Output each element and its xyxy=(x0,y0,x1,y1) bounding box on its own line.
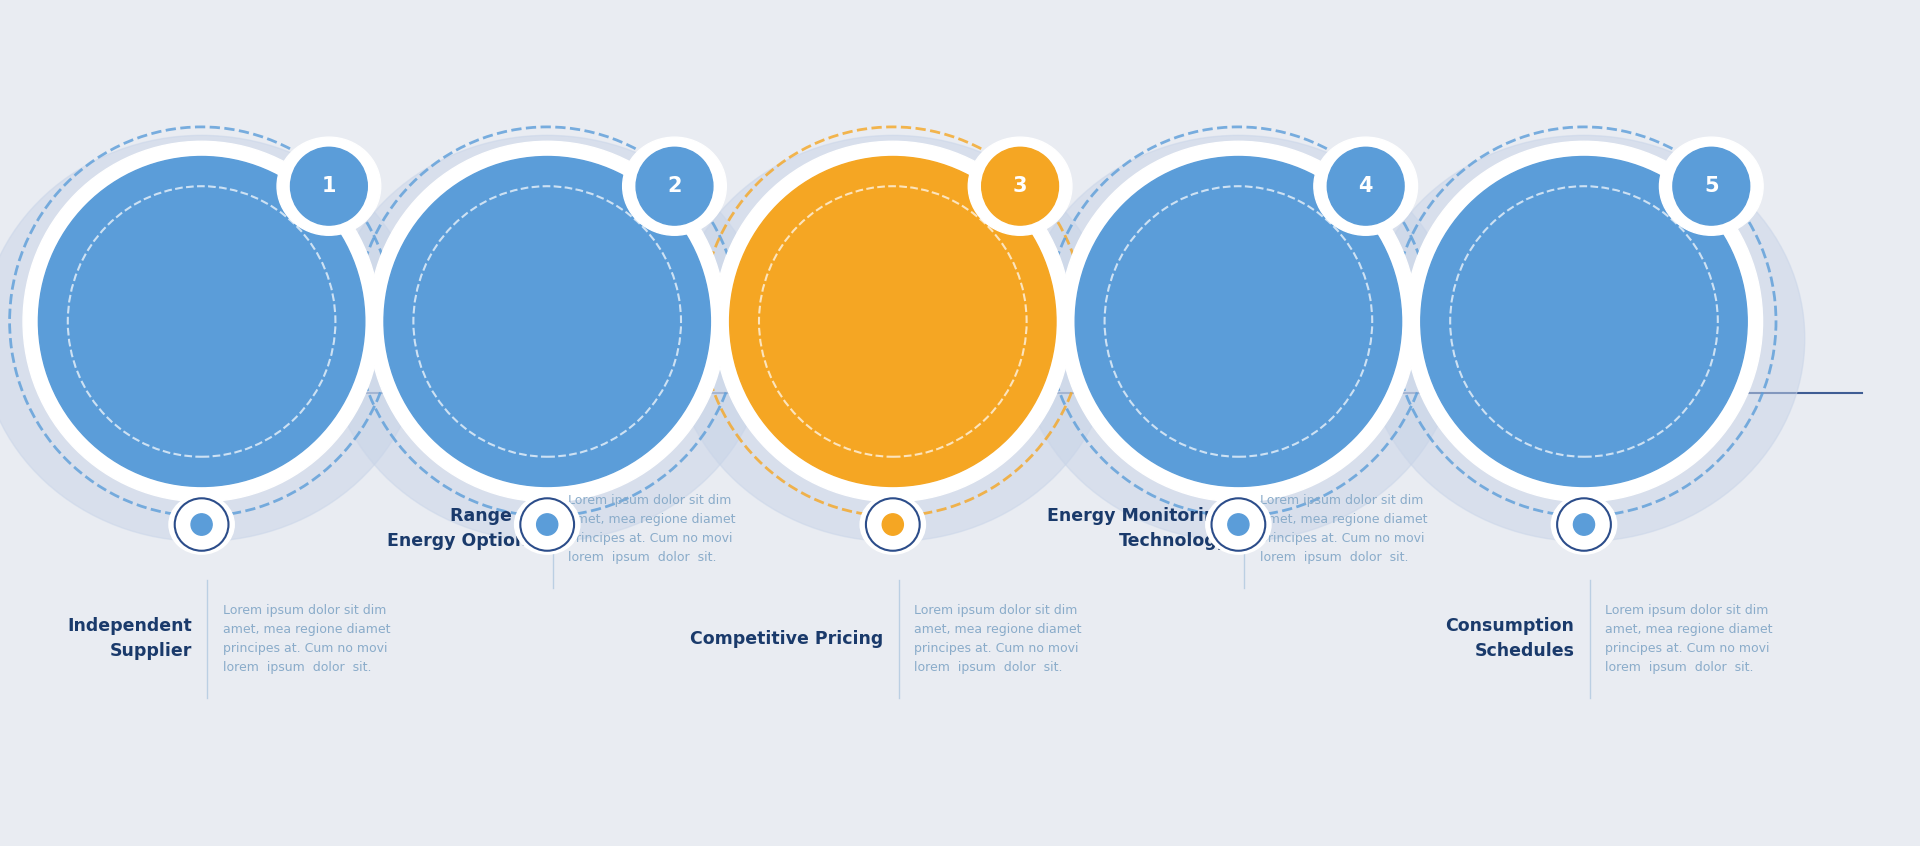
Ellipse shape xyxy=(169,495,234,554)
Ellipse shape xyxy=(714,141,1071,502)
Ellipse shape xyxy=(384,157,710,486)
Text: Consumption
Schedules: Consumption Schedules xyxy=(1446,618,1574,660)
Ellipse shape xyxy=(860,495,925,554)
Text: Lorem ipsum dolor sit dim
amet, mea regione diamet
principes at. Cum no movi
lor: Lorem ipsum dolor sit dim amet, mea regi… xyxy=(1605,604,1772,673)
Ellipse shape xyxy=(1405,141,1763,502)
Ellipse shape xyxy=(326,135,768,541)
Ellipse shape xyxy=(730,157,1056,486)
Ellipse shape xyxy=(1018,135,1459,541)
Ellipse shape xyxy=(23,141,380,502)
Text: Lorem ipsum dolor sit dim
amet, mea regione diamet
principes at. Cum no movi
lor: Lorem ipsum dolor sit dim amet, mea regi… xyxy=(568,494,735,563)
Ellipse shape xyxy=(0,135,422,541)
Ellipse shape xyxy=(1672,147,1749,225)
Ellipse shape xyxy=(968,137,1071,235)
Text: 3: 3 xyxy=(1014,176,1027,196)
Ellipse shape xyxy=(1075,157,1402,486)
Text: Range of
Energy Options: Range of Energy Options xyxy=(388,508,538,550)
Ellipse shape xyxy=(1659,137,1763,235)
Ellipse shape xyxy=(515,495,580,554)
Text: 1: 1 xyxy=(323,176,336,196)
Text: Independent
Supplier: Independent Supplier xyxy=(67,618,192,660)
Ellipse shape xyxy=(1060,141,1417,502)
Ellipse shape xyxy=(636,147,712,225)
Text: 2: 2 xyxy=(668,176,682,196)
Text: 5: 5 xyxy=(1703,176,1718,196)
Text: Lorem ipsum dolor sit dim
amet, mea regione diamet
principes at. Cum no movi
lor: Lorem ipsum dolor sit dim amet, mea regi… xyxy=(914,604,1081,673)
Ellipse shape xyxy=(1574,514,1594,536)
Ellipse shape xyxy=(536,514,557,536)
Ellipse shape xyxy=(276,137,380,235)
Ellipse shape xyxy=(622,137,726,235)
Ellipse shape xyxy=(1327,147,1404,225)
Ellipse shape xyxy=(1313,137,1417,235)
Ellipse shape xyxy=(1421,157,1747,486)
Text: Lorem ipsum dolor sit dim
amet, mea regione diamet
principes at. Cum no movi
lor: Lorem ipsum dolor sit dim amet, mea regi… xyxy=(223,604,390,673)
Ellipse shape xyxy=(1206,495,1271,554)
Ellipse shape xyxy=(672,135,1114,541)
Ellipse shape xyxy=(1551,495,1617,554)
Ellipse shape xyxy=(1363,135,1805,541)
Text: Energy Monitoring
Technology: Energy Monitoring Technology xyxy=(1046,508,1229,550)
Ellipse shape xyxy=(981,147,1058,225)
Ellipse shape xyxy=(190,514,211,536)
Ellipse shape xyxy=(883,514,904,536)
Ellipse shape xyxy=(290,147,367,225)
Ellipse shape xyxy=(38,157,365,486)
Text: 4: 4 xyxy=(1359,176,1373,196)
Ellipse shape xyxy=(1229,514,1248,536)
Ellipse shape xyxy=(369,141,726,502)
Text: Competitive Pricing: Competitive Pricing xyxy=(689,629,883,648)
Text: Lorem ipsum dolor sit dim
amet, mea regione diamet
principes at. Cum no movi
lor: Lorem ipsum dolor sit dim amet, mea regi… xyxy=(1260,494,1427,563)
